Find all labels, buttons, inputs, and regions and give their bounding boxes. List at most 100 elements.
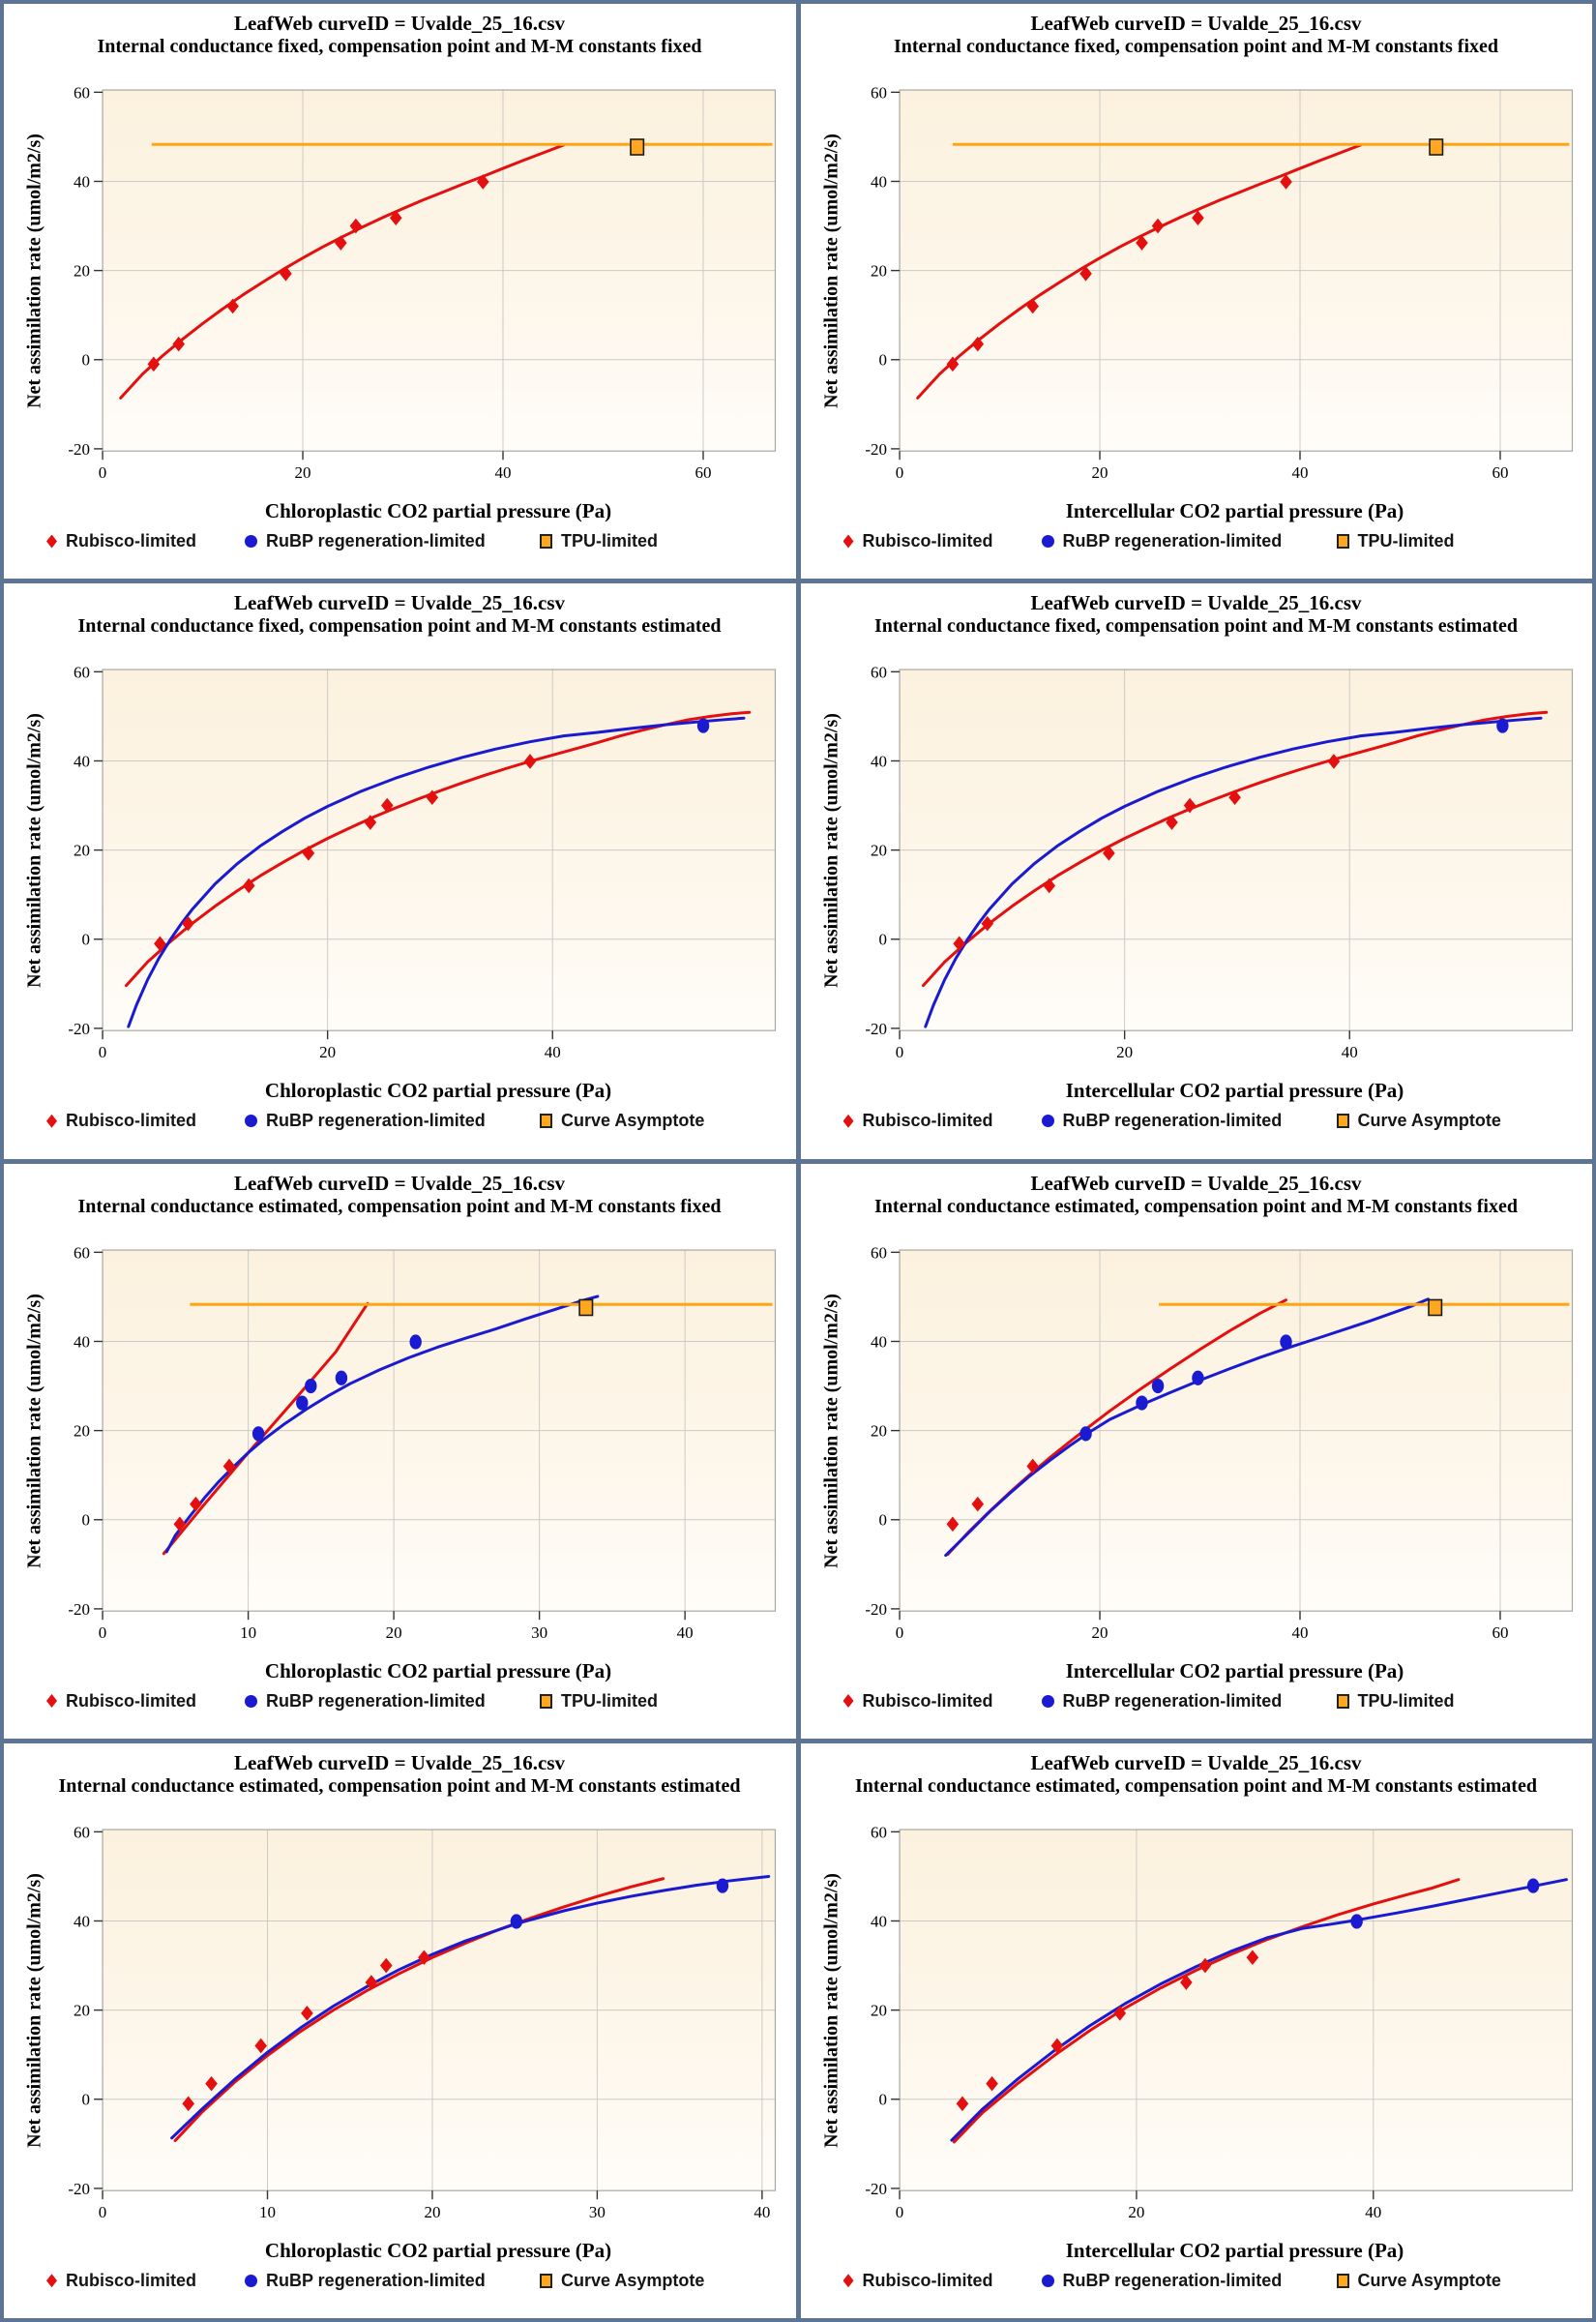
x-tick-label: 10 xyxy=(240,1623,256,1642)
y-tick-label: 40 xyxy=(871,172,887,191)
panel-title: LeafWeb curveID = Uvalde_25_16.csv xyxy=(233,1750,566,1774)
x-tick-label: 40 xyxy=(1365,2203,1381,2221)
legend-label-limit: Curve Asymptote xyxy=(1357,1111,1501,1131)
data-point-rubp xyxy=(1135,1394,1148,1411)
y-tick-label: -20 xyxy=(68,1020,90,1038)
tick-labels: 60 40 20 0 -20 0 10 20 30 40 xyxy=(68,1243,693,1642)
gridlines xyxy=(103,670,776,1031)
x-tick-label: 20 xyxy=(1091,1623,1108,1642)
data-point-rubisco xyxy=(254,2038,267,2054)
legend-item-rubp: RuBP regeneration-limited xyxy=(245,2271,486,2291)
rubisco-curve xyxy=(915,143,1363,400)
x-axis-title: Chloroplastic CO2 partial pressure (Pa) xyxy=(264,499,612,522)
x-tick-label: 20 xyxy=(1116,1043,1133,1061)
legend-label-limit: TPU-limited xyxy=(561,531,659,551)
rubisco-diamond-icon xyxy=(46,534,57,549)
legend-item-rubp: RuBP regeneration-limited xyxy=(245,1111,486,1131)
data-point-rubisco xyxy=(182,2096,194,2111)
legend-item-rubisco: Rubisco-limited xyxy=(842,1111,993,1131)
gridlines xyxy=(899,90,1572,452)
rubp-curve xyxy=(127,717,746,1028)
x-tick-label: 20 xyxy=(386,1623,402,1642)
plot-svg: 60 40 20 0 -20 0 20 40 xyxy=(865,1823,1573,2221)
legend-label-limit: TPU-limited xyxy=(1357,531,1455,551)
data-point-rubisco xyxy=(956,2096,968,2111)
data-point-rubisco xyxy=(1025,1458,1039,1474)
legend-label-rubp: RuBP regeneration-limited xyxy=(266,1690,486,1711)
y-tick-label: 40 xyxy=(74,753,90,771)
legend-item-rubisco: Rubisco-limited xyxy=(46,2271,196,2291)
legend-item-rubisco: Rubisco-limited xyxy=(842,531,993,551)
legend-item-rubp: RuBP regeneration-limited xyxy=(1041,2271,1282,2291)
y-tick-label: 40 xyxy=(871,1912,887,1930)
data-point-rubp xyxy=(1079,1425,1092,1441)
legend-label-rubisco: Rubisco-limited xyxy=(66,1111,197,1131)
x-tick-label: 0 xyxy=(895,2203,903,2221)
y-tick-label: 60 xyxy=(74,1243,90,1262)
x-tick-label: 30 xyxy=(589,2203,606,2221)
rubisco-diamond-icon xyxy=(842,1694,854,1708)
tick-labels: 60 40 20 0 -20 0 20 40 60 xyxy=(68,83,711,482)
legend-label-rubp: RuBP regeneration-limited xyxy=(1062,531,1283,551)
rubisco-diamond-icon xyxy=(842,2274,854,2288)
y-tick-label: 20 xyxy=(74,1421,90,1440)
y-tick-label: 20 xyxy=(74,262,90,281)
x-tick-label: 40 xyxy=(754,2203,770,2221)
limit-square-icon xyxy=(1336,2273,1349,2288)
data-point-rubisco xyxy=(952,936,965,952)
rubp-circle-icon xyxy=(1041,2274,1054,2287)
rubp-circle-icon xyxy=(1041,1694,1054,1708)
legend-label-rubp: RuBP regeneration-limited xyxy=(266,1111,486,1131)
x-tick-label: 40 xyxy=(1341,1043,1357,1061)
legend-item-limit: Curve Asymptote xyxy=(1336,1111,1501,1131)
data-point-rubp xyxy=(251,1425,265,1441)
data-point-tpu-square xyxy=(1427,1298,1442,1316)
panel-title: LeafWeb curveID = Uvalde_25_16.csv xyxy=(1030,1171,1362,1195)
data-point-rubisco xyxy=(154,936,166,952)
panel-subtitle: Internal conductance estimated, compensa… xyxy=(77,1195,722,1217)
legend-item-limit: Curve Asymptote xyxy=(540,1111,704,1131)
data-point-rubisco xyxy=(1135,235,1148,251)
y-tick-label: 0 xyxy=(878,351,887,370)
limit-square-icon xyxy=(540,1114,552,1129)
y-tick-label: 60 xyxy=(74,664,90,682)
y-tick-label: -20 xyxy=(865,1599,887,1618)
chart-panel: LeafWeb curveID = Uvalde_25_16.csv Inter… xyxy=(800,1742,1592,2318)
limit-square-icon xyxy=(1336,1114,1349,1129)
y-tick-label: 0 xyxy=(878,1510,887,1529)
y-tick-label: 20 xyxy=(74,2001,90,2019)
legend-label-limit: TPU-limited xyxy=(1357,1690,1455,1711)
limit-square-icon xyxy=(540,534,552,549)
y-tick-label: 0 xyxy=(878,2091,887,2109)
x-tick-label: 60 xyxy=(1492,1623,1508,1642)
x-tick-label: 40 xyxy=(545,1043,561,1061)
x-tick-label: 20 xyxy=(1091,463,1108,482)
legend-item-rubisco: Rubisco-limited xyxy=(46,531,196,551)
rubp-circle-icon xyxy=(1041,1115,1054,1128)
legend-item-rubp: RuBP regeneration-limited xyxy=(245,1691,486,1712)
legend-item-limit: TPU-limited xyxy=(1336,1690,1455,1712)
tick-labels: 60 40 20 0 -20 0 20 40 xyxy=(865,664,1357,1062)
limit-square-icon xyxy=(540,1693,552,1709)
legend-label-rubp: RuBP regeneration-limited xyxy=(1062,1111,1283,1131)
legend-item-rubp: RuBP regeneration-limited xyxy=(1041,1111,1283,1131)
legend-label-rubisco: Rubisco-limited xyxy=(862,1690,993,1711)
data-point-rubisco xyxy=(365,1975,378,1990)
panel-subtitle: Internal conductance estimated, compensa… xyxy=(874,1195,1518,1217)
y-tick-label: 40 xyxy=(74,1912,90,1930)
chart-panel: LeafWeb curveID = Uvalde_25_16.csv Inter… xyxy=(4,4,796,580)
x-tick-label: 10 xyxy=(259,2203,276,2221)
chart-panel: LeafWeb curveID = Uvalde_25_16.csv Inter… xyxy=(4,1742,796,2318)
rubisco-diamond-icon xyxy=(46,1694,57,1708)
panel-subtitle: Internal conductance fixed, compensation… xyxy=(874,615,1518,638)
y-tick-label: 40 xyxy=(871,1332,887,1351)
panel-title: LeafWeb curveID = Uvalde_25_16.csv xyxy=(1030,12,1362,35)
x-axis-title: Intercellular CO2 partial pressure (Pa) xyxy=(1065,2238,1404,2262)
plot-svg: 60 40 20 0 -20 0 10 20 30 40 xyxy=(68,1823,777,2221)
data-point-tpu-square xyxy=(578,1298,594,1316)
rubp-circle-icon xyxy=(245,2274,257,2287)
panel-subtitle: Internal conductance estimated, compensa… xyxy=(855,1774,1537,1797)
rubisco-diamond-icon xyxy=(46,1114,57,1128)
panel-title: LeafWeb curveID = Uvalde_25_16.csv xyxy=(233,12,566,35)
rubp-curve xyxy=(923,717,1542,1028)
